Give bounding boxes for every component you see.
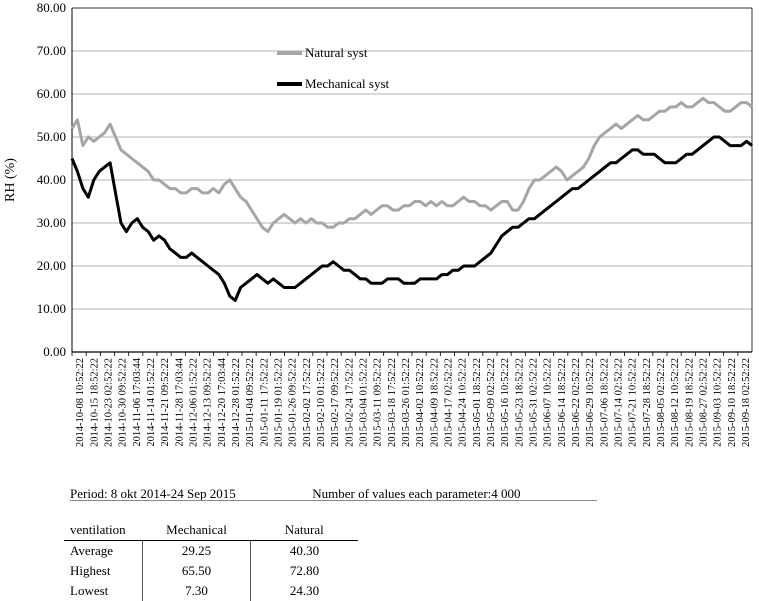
value-count-text: Number of values each parameter:4 000 [312,486,521,501]
x-tick-label: 2015-03-18 17:52:22 [387,358,398,447]
x-tick-label: 2015-03-11 09:52:22 [373,358,384,447]
y-axis-label: RH (%) [3,158,18,202]
summary-divider [70,500,597,501]
x-tick-label: 2015-06-29 10:52:22 [585,358,596,447]
x-tick-label: 2015-05-23 18:52:22 [514,358,525,447]
x-tick-label: 2015-01-26 09:52:22 [288,358,299,447]
data-series [70,96,753,302]
x-axis-ticks: 2014-10-08 10:52:22 2014-10-15 18:52:22 20… [71,352,752,447]
y-axis-ticks: 0.00 10.00 20.00 30.00 40.00 50.00 60.00 70.00 8… [37,0,66,359]
mechanical-value: 29.25 [142,540,251,561]
series-line [70,96,753,234]
y-tick-label: 70.00 [37,43,66,58]
x-tick-label: 2015-04-17 02:52:22 [443,358,454,447]
y-tick-label: 0.00 [43,344,66,359]
series-line [70,135,753,302]
x-tick-label: 2014-12-20 17:03:44 [217,357,228,447]
x-tick-label: 2014-10-23 02:52:22 [103,358,114,447]
x-tick-label: 2015-02-02 17:52:22 [302,358,313,447]
table-row: Lowest 7.30 24.30 [64,581,358,601]
gridlines [71,7,753,353]
x-tick-label: 2015-05-16 10:52:22 [500,358,511,447]
table-header: ventilation [64,520,143,541]
statistics-table: ventilation Mechanical Natural Average 2… [64,520,358,601]
x-tick-label: 2015-04-24 10:52:22 [458,358,469,447]
x-tick-label: 2014-11-14 01:52:22 [146,358,157,447]
x-tick-label: 2015-03-26 01:52:22 [401,358,412,447]
x-tick-label: 2014-12-06 01:52:22 [188,358,199,447]
y-tick-label: 20.00 [37,258,66,273]
x-tick-label: 2015-01-19 01:52:22 [273,358,284,447]
x-tick-label: 2014-10-08 10:52:22 [75,358,86,447]
y-tick-label: 80.00 [37,0,66,15]
x-tick-label: 2014-10-15 18:52:22 [89,358,100,447]
x-tick-label: 2014-12-28 01:52:22 [231,358,242,447]
x-tick-label: 2015-01-04 09:52:22 [245,358,256,447]
y-tick-label: 50.00 [37,129,66,144]
summary-line: Period: 8 okt 2014-24 Sep 2015 Number of… [70,486,521,502]
x-tick-label: 2015-05-09 02:52:22 [486,358,497,447]
x-tick-label: 2015-04-02 10:52:22 [415,358,426,447]
x-tick-label: 2015-09-10 18:52:22 [727,358,738,447]
y-tick-label: 60.00 [37,86,66,101]
x-tick-label: 2015-06-14 18:52:22 [557,358,568,447]
mechanical-value: 7.30 [142,581,251,601]
x-tick-label: 2015-01-11 17:52:22 [259,358,270,447]
x-tick-label: 2014-12-13 09:52:22 [203,358,214,447]
x-tick-label: 2015-08-12 10:52:22 [670,358,681,447]
natural-value: 24.30 [250,581,358,601]
period-text: Period: 8 okt 2014-24 Sep 2015 [70,486,236,501]
x-tick-label: 2015-06-07 10:52:22 [543,358,554,447]
table-row: Highest 65.50 72.80 [64,561,358,581]
natural-value: 40.30 [250,540,358,561]
x-tick-label: 2015-02-10 01:52:22 [316,358,327,447]
x-tick-label: 2015-08-05 02:52:22 [656,358,667,447]
y-tick-label: 30.00 [37,215,66,230]
x-tick-label: 2015-05-31 02:52:22 [528,358,539,447]
row-label: Highest [70,563,111,578]
table-header-row: ventilation Mechanical Natural [64,520,358,541]
x-tick-label: 2015-07-14 02:52:22 [613,358,624,447]
x-tick-label: 2015-07-28 18:52:22 [642,358,653,447]
x-tick-label: 2015-07-06 18:52:22 [599,358,610,447]
x-tick-label: 2015-06-22 02:52:22 [571,358,582,447]
x-tick-label: 2014-11-28 17:03:44 [174,357,185,446]
x-tick-label: 2015-02-17 09:52:22 [330,358,341,447]
x-tick-label: 2015-04-09 18:52:22 [429,358,440,447]
table-row: Average 29.25 40.30 [64,540,358,561]
x-tick-label: 2015-09-18 02:52:22 [741,358,752,447]
legend-label: Natural syst [305,45,368,60]
y-tick-label: 40.00 [37,172,66,187]
x-tick-label: 2014-11-21 09:52:22 [160,358,171,447]
x-tick-label: 2015-08-19 18:52:22 [684,358,695,447]
y-tick-label: 10.00 [37,301,66,316]
legend: Natural syst Mechanical syst [277,45,390,91]
x-tick-label: 2014-10-30 09:52:22 [118,358,129,447]
x-tick-label: 2015-05-01 18:52:22 [472,358,483,447]
rh-line-chart: 0.00 10.00 20.00 30.00 40.00 50.00 60.00 70.00 8… [3,0,753,447]
natural-value: 72.80 [250,561,358,581]
row-label: Average [70,543,114,558]
row-label: Lowest [70,583,109,598]
x-tick-label: 2015-08-27 02:52:22 [698,358,709,447]
x-tick-label: 2015-07-21 10:52:22 [628,358,639,447]
x-tick-label: 2015-09-03 10:52:22 [713,358,724,447]
x-tick-label: 2014-11-06 17:03:44 [132,357,143,446]
x-tick-label: 2015-02-24 17:52:22 [344,358,355,447]
legend-label: Mechanical syst [305,76,390,91]
table-header: Natural [250,520,358,541]
table-header: Mechanical [142,520,251,541]
x-tick-label: 2015-03-04 01:52:22 [358,358,369,447]
mechanical-value: 65.50 [142,561,251,581]
